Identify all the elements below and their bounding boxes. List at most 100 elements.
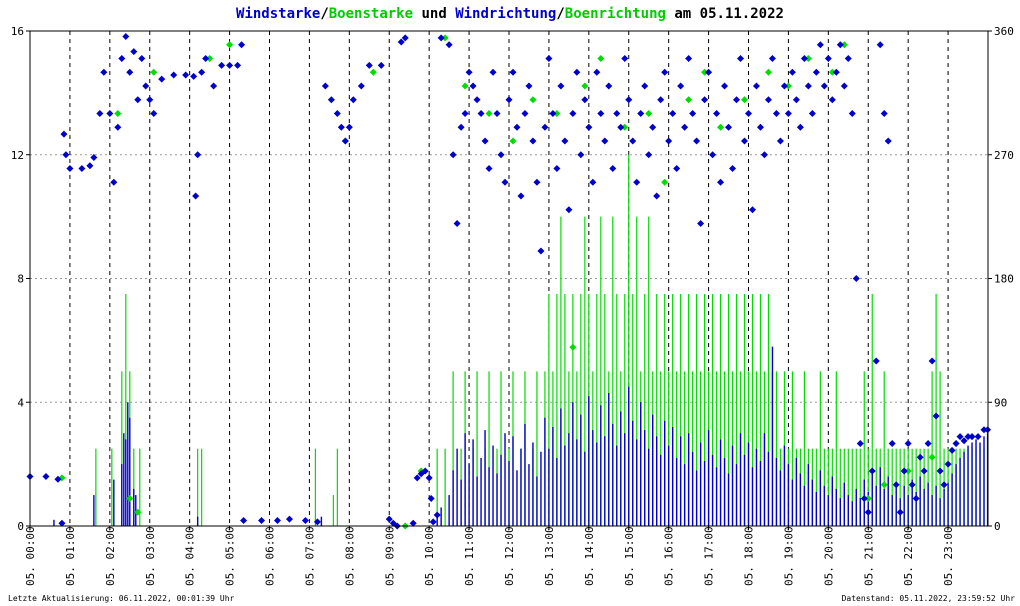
wind-direction-point [737,55,745,62]
wind-direction-point [481,137,489,145]
wind-direction-point [509,68,517,76]
x-tick-label: 05. 20:00 [822,526,835,586]
wind-direction-point [285,515,293,523]
wind-direction-point [840,82,848,90]
wind-direction-point [357,82,365,90]
x-tick-label: 05. 09:00 [383,526,396,586]
wind-direction-point [489,68,497,76]
x-tick-label: 05. 17:00 [703,526,716,586]
wind-direction-point [824,55,832,62]
wind-direction-point [238,41,246,49]
wind-direction-point [904,440,912,447]
wind-direction-point [697,220,705,227]
wind-direction-point [609,165,617,172]
wind-direction-point [86,162,94,170]
wind-direction-point [437,34,445,42]
y-left-tick-label: 0 [17,520,24,533]
wind-direction-point [66,165,74,172]
x-tick-label: 05. 23:00 [942,526,955,586]
x-tick-label: 05. 10:00 [423,526,436,586]
gust-direction-point [581,82,589,90]
wind-direction-point [427,495,435,502]
gust-direction-point [134,508,142,516]
x-tick-label: 05. 13:00 [543,526,556,586]
wind-direction-point [812,68,820,76]
wind-direction-point [341,137,349,145]
wind-speed-bars [53,346,989,526]
x-tick-label: 05. 03:00 [144,526,157,586]
wind-direction-point [713,110,721,117]
x-tick-label: 05. 08:00 [343,526,356,586]
wind-direction-point [453,220,461,227]
wind-direction-point [349,96,357,104]
wind-direction-point [681,123,689,131]
gust-direction-point [529,96,537,104]
wind-direction-point [721,82,729,90]
axes: 0 4 8 12 16 0 90 180 270 360 05. 00:00 05. 01:00 05.… [11,25,1014,586]
wind-direction-point [689,110,697,117]
wind-direction-point [836,41,844,49]
wind-direction-point [449,151,457,159]
gust-direction-point [461,82,469,90]
wind-direction-point [533,178,541,186]
wind-direction-point [932,412,940,420]
wind-direction-point [641,82,649,90]
wind-direction-point [645,151,653,159]
wind-direction-point [974,433,982,441]
gust-direction-point [804,55,812,62]
y-left-tick-label: 12 [11,149,24,162]
x-tick-label: 05. 14:00 [583,526,596,586]
wind-direction-point [573,68,581,76]
gust-direction-point [509,137,517,145]
x-tick-label: 05. 00:00 [24,526,37,586]
wind-direction-point [433,511,441,519]
wind-direction-point [525,82,533,90]
wind-direction-point [948,446,956,454]
wind-direction-point [413,474,421,482]
wind-direction-point [657,96,665,104]
wind-direction-point [852,275,860,282]
wind-direction-point [445,41,453,49]
wind-direction-point [729,165,737,172]
gust-direction-point [569,343,577,351]
wind-direction-point [569,110,577,117]
wind-direction-point [844,55,852,62]
wind-direction-point [669,110,677,117]
wind-direction-point [90,154,98,161]
wind-direction-point [100,68,108,76]
gust-direction-points [58,34,976,530]
gust-direction-point [226,41,234,49]
wind-direction-point [321,82,329,90]
wind-direction-point [469,82,477,90]
wind-direction-point [182,71,190,79]
wind-direction-point [649,123,657,131]
wind-direction-point [477,110,485,117]
wind-direction-point [665,137,673,145]
wind-direction-point [792,96,800,104]
wind-direction-point [493,110,501,117]
wind-direction-point [561,137,569,145]
wind-direction-point [860,495,868,502]
wind-direction-point [936,467,944,475]
y-left-tick-label: 16 [11,25,24,38]
x-tick-label: 05. 18:00 [743,526,756,586]
wind-direction-point [864,508,872,516]
x-tick-label: 05. 12:00 [503,526,516,586]
gust-direction-point [621,123,629,131]
wind-direction-point [234,61,242,69]
gust-direction-point [661,178,669,186]
gust-direction-point [114,110,122,117]
footer-last-update: Letzte Aktualisierung: 06.11.2022, 00:01… [8,594,235,603]
wind-direction-point [944,460,952,468]
title-date: am 05.11.2022 [666,6,784,22]
wind-direction-point [521,110,529,117]
wind-direction-point [581,96,589,104]
wind-direction-point [126,68,134,76]
wind-direction-point [900,467,908,475]
wind-direction-point [752,82,760,90]
wind-direction-point [327,96,335,104]
wind-direction-point [130,48,138,56]
wind-direction-point [621,55,629,62]
wind-direction-point [892,481,900,489]
wind-direction-point [956,433,964,441]
